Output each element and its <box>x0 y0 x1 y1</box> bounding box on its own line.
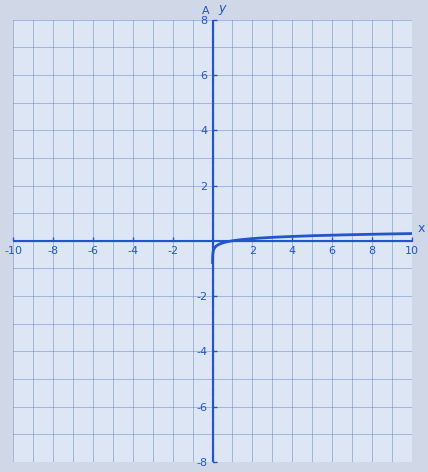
Text: A: A <box>202 6 210 16</box>
Text: y: y <box>218 2 226 15</box>
Text: x: x <box>418 222 425 235</box>
